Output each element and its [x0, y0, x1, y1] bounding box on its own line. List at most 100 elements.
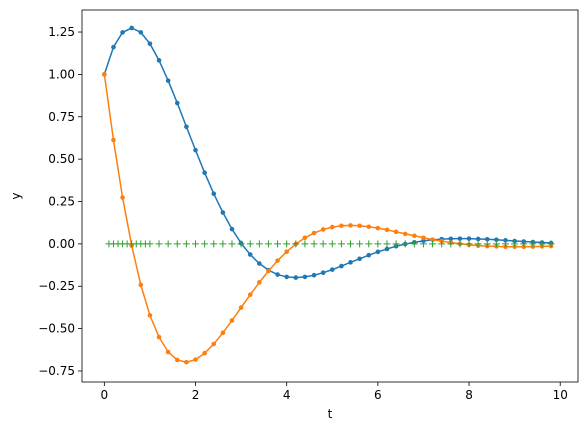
point: [320, 227, 326, 232]
point: [138, 282, 144, 288]
point: [174, 357, 180, 363]
point: [202, 350, 207, 356]
plus-marker: [410, 240, 418, 248]
plus-marker: [246, 240, 254, 248]
plus-marker: [538, 240, 546, 248]
plus-marker: [173, 240, 181, 248]
y-tick-label: 1.25: [48, 25, 75, 39]
plus-marker: [237, 240, 245, 248]
point: [165, 78, 171, 83]
point: [329, 224, 335, 230]
point: [284, 274, 289, 280]
point: [102, 72, 107, 77]
plus-marker: [264, 240, 272, 248]
point: [384, 246, 390, 252]
point: [184, 124, 189, 130]
plus-marker: [201, 240, 209, 248]
plus-marker: [492, 240, 500, 248]
plus-marker: [228, 240, 236, 248]
point: [220, 210, 226, 215]
y-axis-label: y: [9, 192, 23, 199]
point: [421, 235, 426, 241]
point: [165, 349, 171, 355]
plus-marker: [419, 240, 427, 248]
point: [129, 25, 134, 31]
plus-marker: [456, 240, 464, 248]
point: [257, 280, 262, 285]
plus-marker: [347, 240, 355, 248]
point: [302, 235, 308, 241]
point: [184, 359, 189, 365]
y-tick-label: −0.50: [38, 322, 75, 336]
plus-marker: [401, 240, 409, 248]
point: [220, 330, 226, 336]
y-tick-label: 0.75: [48, 110, 75, 124]
point: [147, 313, 153, 318]
plus-marker: [292, 240, 300, 248]
point: [284, 249, 289, 254]
series-line: [103, 74, 552, 363]
plus-marker: [547, 240, 555, 248]
y-tick-label: 0.00: [48, 237, 75, 251]
point: [229, 318, 235, 323]
point: [366, 224, 372, 230]
x-tick-label: 0: [101, 388, 109, 402]
point: [138, 30, 144, 35]
point: [366, 252, 372, 258]
point: [174, 100, 180, 106]
plus-marker: [164, 240, 172, 248]
point: [402, 231, 408, 237]
plus-marker: [310, 240, 318, 248]
x-tick-label: 10: [553, 388, 568, 402]
point: [156, 58, 162, 63]
plus-marker: [483, 240, 491, 248]
point: [503, 238, 508, 243]
point: [320, 270, 326, 275]
y-tick-label: 1.00: [48, 67, 75, 81]
point: [329, 267, 335, 272]
point: [339, 223, 344, 229]
point: [339, 263, 344, 269]
plus-marker: [255, 240, 263, 248]
point: [238, 305, 244, 310]
series-line: [103, 27, 552, 279]
axes-frame: [81, 9, 579, 383]
plus-marker: [383, 240, 391, 248]
point: [448, 236, 454, 242]
plus-marker: [365, 240, 373, 248]
plus-marker: [210, 240, 218, 248]
point: [275, 272, 280, 277]
plus-marker: [447, 240, 455, 248]
y-tick-label: −0.25: [38, 279, 75, 293]
point: [193, 357, 198, 362]
x-tick-label: 2: [192, 388, 200, 402]
point: [211, 191, 217, 197]
point: [375, 249, 381, 255]
plus-marker: [520, 240, 528, 248]
plus-marker: [429, 240, 437, 248]
plus-marker: [529, 240, 537, 248]
point: [302, 274, 308, 280]
point: [120, 30, 125, 35]
point: [494, 237, 499, 243]
plus-marker: [511, 240, 519, 248]
point: [156, 334, 162, 340]
point: [375, 225, 381, 231]
point: [229, 226, 235, 232]
plus-marker: [438, 240, 446, 248]
point: [147, 41, 153, 47]
point: [393, 229, 399, 235]
point: [247, 252, 253, 257]
y-tick-label: −0.75: [38, 364, 75, 378]
plus-marker: [474, 240, 482, 248]
point: [348, 260, 353, 265]
point: [311, 272, 317, 278]
point: [247, 292, 253, 298]
point: [257, 261, 262, 266]
plus-marker: [502, 240, 510, 248]
plus-marker: [392, 240, 400, 248]
point: [111, 44, 116, 50]
point: [384, 227, 390, 233]
point: [475, 236, 481, 242]
